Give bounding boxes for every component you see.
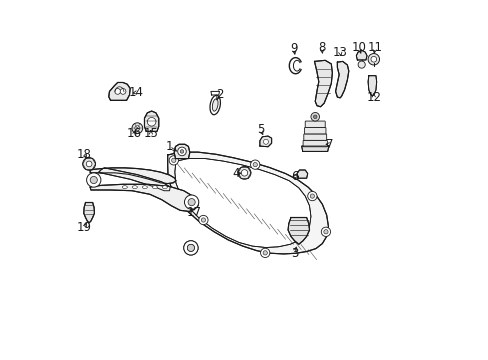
Text: 10: 10 — [351, 41, 366, 54]
Text: 16: 16 — [127, 127, 142, 140]
Text: 12: 12 — [366, 91, 381, 104]
Circle shape — [260, 248, 269, 257]
Polygon shape — [175, 158, 310, 248]
Polygon shape — [259, 136, 271, 147]
Circle shape — [86, 161, 92, 167]
Circle shape — [183, 241, 198, 255]
Circle shape — [120, 89, 125, 94]
Ellipse shape — [132, 186, 137, 189]
Circle shape — [241, 170, 247, 176]
Circle shape — [367, 54, 379, 65]
Circle shape — [90, 176, 97, 184]
Ellipse shape — [209, 95, 220, 115]
Text: 8: 8 — [317, 41, 325, 54]
Circle shape — [250, 160, 259, 169]
Text: 18: 18 — [77, 148, 92, 161]
Polygon shape — [335, 62, 348, 98]
Polygon shape — [167, 152, 328, 254]
Circle shape — [177, 147, 186, 156]
Polygon shape — [356, 50, 366, 60]
Ellipse shape — [152, 186, 157, 189]
Circle shape — [187, 244, 194, 251]
Polygon shape — [287, 217, 309, 244]
Polygon shape — [301, 146, 328, 152]
Polygon shape — [314, 60, 332, 107]
Circle shape — [183, 241, 198, 255]
Circle shape — [184, 195, 198, 209]
Circle shape — [198, 215, 207, 225]
FancyBboxPatch shape — [303, 140, 326, 147]
Text: 19: 19 — [77, 221, 92, 234]
Text: 9: 9 — [289, 42, 297, 55]
Circle shape — [187, 244, 194, 251]
Circle shape — [86, 173, 101, 187]
Circle shape — [180, 150, 183, 153]
Circle shape — [253, 162, 257, 167]
Text: 2: 2 — [215, 88, 223, 101]
Text: 3: 3 — [290, 247, 298, 260]
Circle shape — [310, 112, 319, 121]
Ellipse shape — [212, 99, 218, 111]
Circle shape — [313, 115, 316, 118]
Polygon shape — [108, 82, 130, 100]
Polygon shape — [90, 184, 198, 211]
Polygon shape — [83, 203, 94, 223]
Text: 14: 14 — [129, 86, 144, 99]
Circle shape — [307, 192, 316, 201]
Text: 17: 17 — [186, 206, 201, 219]
Text: 4: 4 — [232, 167, 240, 180]
Text: 15: 15 — [143, 127, 158, 140]
Circle shape — [370, 57, 376, 62]
FancyBboxPatch shape — [305, 121, 325, 127]
Circle shape — [171, 158, 176, 162]
Polygon shape — [99, 168, 170, 191]
Circle shape — [82, 157, 95, 170]
Circle shape — [135, 126, 140, 131]
Text: 6: 6 — [291, 170, 298, 183]
Ellipse shape — [142, 186, 147, 189]
Circle shape — [147, 117, 156, 126]
Circle shape — [357, 61, 365, 68]
Circle shape — [132, 123, 142, 134]
Circle shape — [263, 139, 268, 144]
Circle shape — [309, 194, 314, 198]
Text: 1: 1 — [165, 140, 173, 153]
Text: 11: 11 — [366, 41, 382, 54]
Polygon shape — [367, 76, 376, 96]
Circle shape — [263, 251, 267, 255]
Polygon shape — [144, 111, 159, 131]
Text: 5: 5 — [256, 123, 264, 136]
Circle shape — [238, 166, 250, 179]
Text: 7: 7 — [326, 138, 333, 151]
Ellipse shape — [122, 186, 127, 189]
Ellipse shape — [162, 186, 167, 189]
FancyBboxPatch shape — [303, 134, 326, 140]
Text: 13: 13 — [332, 46, 347, 59]
Circle shape — [188, 199, 195, 206]
Polygon shape — [296, 170, 307, 178]
Polygon shape — [90, 168, 176, 184]
Circle shape — [169, 156, 178, 165]
Polygon shape — [174, 144, 189, 158]
Circle shape — [115, 89, 121, 94]
Circle shape — [201, 218, 205, 222]
Circle shape — [321, 227, 330, 237]
Circle shape — [323, 230, 327, 234]
FancyBboxPatch shape — [304, 127, 325, 134]
